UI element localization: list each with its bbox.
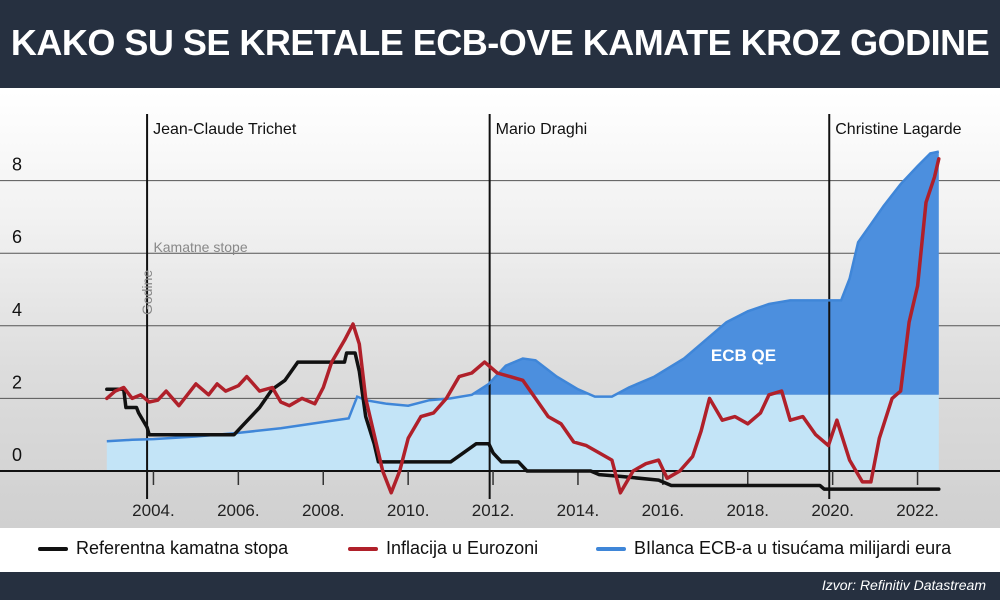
legend-swatch-inflation bbox=[348, 546, 378, 551]
legend-item-balance: BIlanca ECB-a u tisućama milijardi eura bbox=[596, 538, 951, 559]
source-note: Izvor: Refinitiv Datastream bbox=[821, 577, 986, 593]
balance-area-qe bbox=[471, 151, 939, 395]
x-tick-label: 2004. bbox=[132, 501, 175, 520]
y-tick-label: 6 bbox=[12, 227, 22, 247]
x-tick-label: 2010. bbox=[387, 501, 430, 520]
x-tick-label: 2022. bbox=[896, 501, 939, 520]
rates-axis-label: Kamatne stope bbox=[153, 239, 247, 255]
years-axis-label: Godine bbox=[139, 270, 155, 315]
balance-line bbox=[106, 150, 940, 443]
x-tick-label: 2018. bbox=[726, 501, 769, 520]
president-label: Mario Draghi bbox=[496, 121, 588, 138]
reference-rate-line bbox=[105, 351, 941, 491]
legend-item-reference-rate: Referentna kamatna stopa bbox=[38, 538, 288, 559]
page-title: KAKO SU SE KRETALE ECB-OVE KAMATE KROZ G… bbox=[10, 22, 990, 63]
inflation-line bbox=[105, 157, 941, 495]
legend-label-balance: BIlanca ECB-a u tisućama milijardi eura bbox=[634, 538, 952, 558]
x-tick-label: 2016. bbox=[642, 501, 685, 520]
balance-area-light bbox=[106, 394, 939, 471]
legend-swatch-balance bbox=[596, 546, 626, 551]
legend-swatch-reference-rate bbox=[38, 546, 68, 551]
annotations: Jean-Claude Trichet Mario Draghi Christine… bbox=[139, 114, 962, 499]
footer: Izvor: Refinitiv Datastream bbox=[0, 572, 1000, 600]
legend-label-inflation: Inflacija u Eurozoni bbox=[386, 538, 539, 558]
x-tick-label: 2020. bbox=[811, 501, 854, 520]
x-tick-label: 2014. bbox=[557, 501, 600, 520]
y-tick-label: 8 bbox=[12, 155, 22, 175]
axes: 0 2 4 6 8 2004. 2006. 2008. 2010. 2012. 2014. 2016.… bbox=[0, 155, 1000, 520]
balance-area bbox=[106, 151, 939, 471]
legend: Referentna kamatna stopa Inflacija u Eur… bbox=[0, 528, 1000, 572]
title-bar: KAKO SU SE KRETALE ECB-OVE KAMATE KROZ G… bbox=[0, 0, 1000, 88]
y-tick-label: 0 bbox=[12, 445, 22, 465]
president-label: Jean-Claude Trichet bbox=[153, 121, 297, 138]
president-label: Christine Lagarde bbox=[835, 121, 961, 138]
x-tick-label: 2008. bbox=[302, 501, 345, 520]
qe-label: ECB QE bbox=[711, 346, 776, 365]
x-tick-label: 2012. bbox=[472, 501, 515, 520]
legend-label-reference-rate: Referentna kamatna stopa bbox=[76, 538, 289, 558]
x-tick-label: 2006. bbox=[217, 501, 260, 520]
y-tick-label: 2 bbox=[12, 372, 22, 392]
series-lines bbox=[105, 150, 941, 495]
legend-item-inflation: Inflacija u Eurozoni bbox=[348, 538, 538, 559]
y-tick-label: 4 bbox=[12, 300, 22, 320]
